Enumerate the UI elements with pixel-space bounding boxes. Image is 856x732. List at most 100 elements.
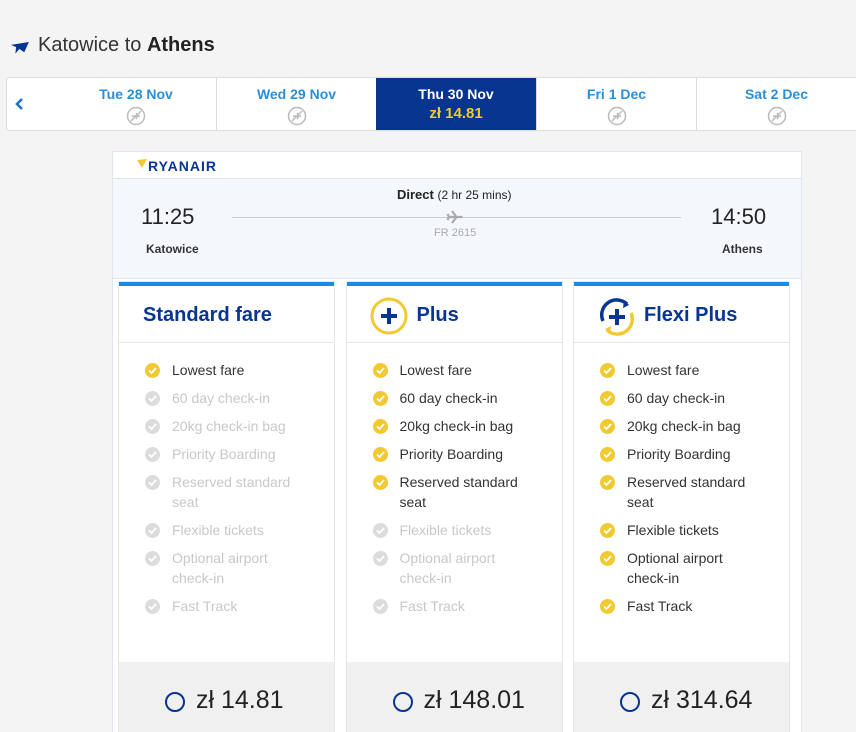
check-icon [600,523,615,538]
feature-text: Fast Track [627,598,693,614]
price-box: zł 14.81 [119,662,334,732]
fare-price: zł 314.64 [651,686,753,714]
feature: 60 day check-in [600,388,757,408]
fare-name: Plus [416,304,459,326]
feature-text: Optional airport check-in [399,550,496,586]
feature: Flexible tickets [145,520,302,540]
fare-card[interactable]: Plus Lowest fare 60 day check-in 20kg check… [346,282,562,732]
feature: Flexible tickets [600,520,757,540]
feature: Fast Track [600,596,757,616]
flight-number: FR 2615 [434,227,477,239]
route-plane [446,210,463,224]
fare-price: zł 14.81 [196,686,284,714]
feature-text: Lowest fare [172,362,245,378]
feature-text: 20kg check-in bag [172,418,286,434]
feature-text: Priority Boarding [399,446,504,462]
route-header: Katowice to Athens [38,34,215,57]
fare-icon [597,297,637,342]
feature-text: 20kg check-in bag [399,418,514,434]
feature-text: Lowest fare [627,362,700,378]
date-option[interactable]: Wed 29 Nov [216,78,376,130]
feature-text: Flexible tickets [172,522,264,538]
feature: Fast Track [372,596,530,616]
check-icon [600,551,615,566]
date-option[interactable]: Tue 28 Nov [56,78,216,130]
check-icon [600,391,615,406]
destination-city: Athens [722,242,763,256]
feature: Optional airport check-in [600,548,757,588]
date-label: Wed 29 Nov [256,86,337,102]
fare-name: Flexi Plus [644,304,738,326]
feature: 20kg check-in bag [145,416,302,436]
feature: 20kg check-in bag [600,416,757,436]
feature-text: Reserved standard seat [627,474,746,510]
no-flight-icon [607,106,627,131]
date-option[interactable]: Sat 2 Dec [696,78,856,130]
check-icon [145,419,160,434]
check-icon [145,363,160,378]
feature-text: Fast Track [399,598,465,614]
check-icon [372,475,388,490]
origin-city: Katowice [146,242,199,256]
check-icon [145,447,160,462]
feature: Lowest fare [372,360,530,380]
feature: Reserved standard seat [372,472,530,512]
check-icon [600,599,615,614]
feature-text: Flexible tickets [399,522,492,538]
feature: 20kg check-in bag [372,416,530,436]
radio-button[interactable] [392,692,413,712]
feature: Priority Boarding [145,444,302,464]
radio-button[interactable] [620,692,640,712]
feature: 60 day check-in [372,388,530,408]
route-prefix: Katowice to [38,34,142,56]
date-option[interactable]: Thu 30 Nov zł 14.81 [376,78,536,130]
route-destination: Athens [146,34,215,56]
feature: Flexible tickets [372,520,530,540]
date-option[interactable]: Fri 1 Dec [536,78,696,130]
flight-duration: (2 hr 25 mins) [437,188,512,202]
depart-time: 11:25 [141,204,195,229]
fare-name: Standard fare [143,304,272,326]
feature: Reserved standard seat [600,472,757,512]
feature: Optional airport check-in [372,548,530,588]
check-icon [372,523,388,538]
no-flight-icon [126,106,146,131]
check-icon [145,391,160,406]
check-icon [145,551,160,566]
feature-text: 60 day check-in [627,390,726,406]
arrive-time: 14:50 [711,204,767,229]
fare-card[interactable]: Flexi Plus Lowest fare 60 day check-in 20kg… [574,282,789,732]
feature: Lowest fare [600,360,757,380]
feature: Fast Track [145,596,302,616]
check-icon [372,419,388,434]
flight-type: Direct [397,187,434,202]
feature-text: Fast Track [172,598,238,614]
feature-text: 60 day check-in [399,390,498,406]
fare-card[interactable]: Standard fare Lowest fare 60 day check-in 2… [119,282,334,732]
prev-arrow[interactable] [11,94,29,114]
feature: Priority Boarding [600,444,757,464]
flight-info: Direct (2 hr 25 mins) 11:25 14:50 Katowi… [113,178,801,279]
feature: Priority Boarding [372,444,530,464]
feature: 60 day check-in [145,388,302,408]
feature-text: Priority Boarding [172,446,276,462]
feature-text: Reserved standard seat [172,474,291,510]
check-icon [600,475,615,490]
flight-card: RYANAIR Direct (2 hr 25 mins) 11:25 14:5… [112,151,802,732]
feature-text: Reserved standard seat [399,474,518,510]
no-flight-icon [767,106,787,131]
check-icon [372,447,388,462]
airline-logo [137,159,147,168]
no-flight-icon [287,106,307,131]
separator [574,342,789,343]
feature-text: Lowest fare [399,362,472,378]
feature-text: 60 day check-in [172,390,271,406]
feature-text: 20kg check-in bag [627,418,741,434]
feature: Reserved standard seat [145,472,302,512]
fare-icon [370,297,408,340]
date-label: Fri 1 Dec [586,86,647,102]
date-label: Tue 28 Nov [99,86,173,102]
radio-button[interactable] [165,692,185,712]
check-icon [372,551,388,566]
